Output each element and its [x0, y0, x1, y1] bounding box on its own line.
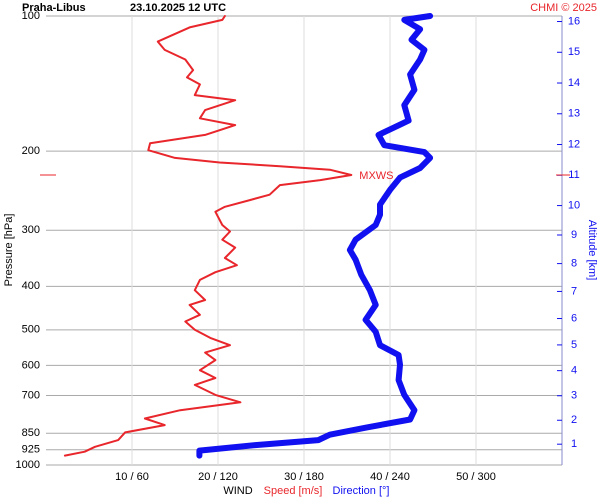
y2-tick-label: 14	[568, 77, 580, 89]
legend-speed: Speed [m/s]	[264, 485, 323, 497]
y2-axis-label: Altitude [km]	[586, 220, 598, 281]
chart-subtitle: 23.10.2025 12 UTC	[130, 2, 226, 14]
y-tick-label: 850	[22, 427, 40, 439]
legend-direction: Direction [°]	[333, 485, 390, 497]
y-tick-label: 300	[22, 224, 40, 236]
y2-tick-label: 12	[568, 138, 580, 150]
x-tick-label: 40 / 240	[370, 471, 410, 483]
x-tick-label: 20 / 120	[198, 471, 238, 483]
y2-tick-label: 3	[571, 390, 577, 402]
y2-tick-label: 13	[568, 108, 580, 120]
profile-line	[196, 13, 434, 459]
y-axis-label: Pressure [hPa]	[3, 214, 15, 287]
y2-tick-label: 5	[571, 339, 577, 351]
y-tick-label: 100	[22, 10, 40, 22]
y2-tick-label: 1	[571, 438, 577, 450]
y-tick-label: 600	[22, 359, 40, 371]
y-tick-label: 200	[22, 145, 40, 157]
y2-tick-label: 4	[571, 365, 577, 377]
x-tick-label: 30 / 180	[284, 471, 324, 483]
annotation: MXWS	[359, 170, 393, 182]
y2-tick-label: 2	[571, 414, 577, 426]
credit: CHMI © 2025	[530, 2, 597, 14]
y2-tick-label: 15	[568, 46, 580, 58]
y2-tick-label: 7	[571, 285, 577, 297]
y2-tick-label: 10	[568, 199, 580, 211]
x-tick-label: 10 / 60	[115, 471, 149, 483]
y2-tick-label: 16	[568, 15, 580, 27]
profile-line	[63, 15, 353, 457]
y-tick-label: 400	[22, 280, 40, 292]
y2-tick-label: 9	[571, 229, 577, 241]
y2-tick-label: 8	[571, 258, 577, 270]
chart-title: Praha-Libus	[22, 2, 86, 14]
x-axis-label: WIND	[223, 485, 252, 497]
y2-tick-label: 6	[571, 312, 577, 324]
y-tick-label: 500	[22, 324, 40, 336]
y-tick-label: 925	[22, 444, 40, 456]
x-tick-label: 50 / 300	[456, 471, 496, 483]
y2-tick-label: 11	[568, 169, 579, 181]
y-tick-label: 700	[22, 389, 40, 401]
y-tick-label: 1000	[16, 459, 40, 471]
